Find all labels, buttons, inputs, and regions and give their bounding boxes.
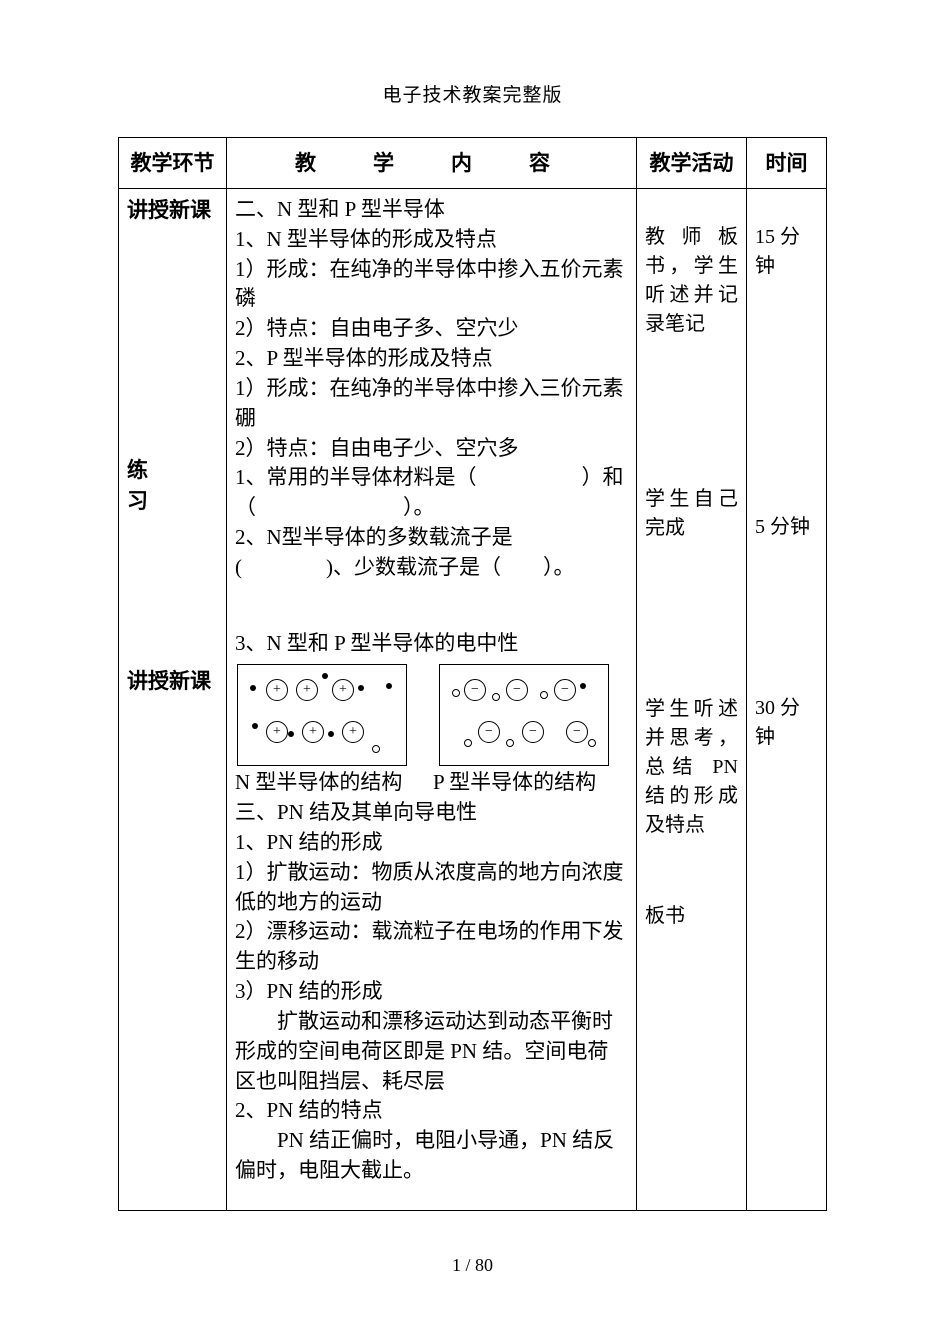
hole-dot [492, 693, 500, 701]
sec3-title: 三、PN 结及其单向导电性 [235, 798, 628, 828]
sec1-2: 2、P 型半导体的形成及特点 [235, 344, 628, 374]
sec3-3: 3、N 型和 P 型半导体的电中性 [235, 629, 628, 659]
ion-circle: − [554, 679, 576, 701]
sec1-1b: 2）特点：自由电子多、空穴少 [235, 314, 628, 344]
caption-n-type: N 型半导体的结构 [235, 768, 415, 798]
stage-label-lecture-2: 讲授新课 [127, 666, 218, 696]
diagram-captions: N 型半导体的结构 P 型半导体的结构 [235, 768, 628, 798]
semiconductor-diagrams: ++++++ −−−−−− [237, 664, 628, 766]
content-cell: 二、N 型和 P 型半导体 1、N 型半导体的形成及特点 1）形成：在纯净的半导… [227, 189, 637, 1211]
sec3-2-p: PN 结正偏时，电阻小导通，PN 结反偏时，电阻大截止。 [235, 1126, 628, 1186]
table-header-row: 教学环节 教 学 内 容 教学活动 时间 [119, 138, 827, 189]
n-type-diagram: + + + + + + [237, 664, 407, 766]
hole-dot [588, 739, 596, 747]
time-cell: 15 分钟 5 分钟 30 分钟 [747, 189, 827, 1211]
sec3-1: 1、PN 结的形成 [235, 828, 628, 858]
table-row: 讲授新课 练 习 讲授新课 二、N 型和 P 型半导体 1、N 型半导体的形成及… [119, 189, 827, 1211]
caption-p-type: P 型半导体的结构 [433, 768, 596, 798]
electron-dot [288, 731, 294, 737]
electron-dot [386, 683, 392, 689]
sec1-2b: 2）特点：自由电子少、空穴多 [235, 434, 628, 464]
ion-circle: + [302, 721, 324, 743]
activity-cell: 教师板书，学生听述并记录笔记 学生自己完成 学生听述并思考，总结 PN 结的形成… [637, 189, 747, 1211]
page: 电子技术教案完整版 教学环节 教 学 内 容 教学活动 时间 讲授新课 练 习 … [0, 0, 945, 1211]
ion-circle: − [566, 721, 588, 743]
hole-dot [540, 691, 548, 699]
header-activity: 教学活动 [637, 138, 747, 189]
sec3-1a: 1）扩散运动：物质从浓度高的地方向浓度低的地方的运动 [235, 858, 628, 918]
sec1-1a: 1）形成：在纯净的半导体中掺入五价元素磷 [235, 255, 628, 315]
lesson-plan-table: 教学环节 教 学 内 容 教学活动 时间 讲授新课 练 习 讲授新课 [118, 137, 827, 1211]
content-section-3: 3、N 型和 P 型半导体的电中性 ++++++ −−−−−− N 型半导体的结… [235, 629, 628, 1204]
header-content: 教 学 内 容 [227, 138, 637, 189]
activity-1: 教师板书，学生听述并记录笔记 [645, 223, 738, 339]
sec1-1: 1、N 型半导体的形成及特点 [235, 225, 628, 255]
ion-circle: + [266, 721, 288, 743]
stage-label-exercise: 练 习 [127, 455, 218, 516]
header-time: 时间 [747, 138, 827, 189]
content-section-1: 二、N 型和 P 型半导体 1、N 型半导体的形成及特点 1）形成：在纯净的半导… [235, 195, 628, 583]
ion-circle: − [478, 721, 500, 743]
hole-dot [452, 689, 460, 697]
hole-dot [464, 739, 472, 747]
ion-circle: + [342, 721, 364, 743]
time-3: 30 分钟 [755, 694, 818, 752]
electron-dot [580, 683, 586, 689]
header-stage: 教学环节 [119, 138, 227, 189]
hole-dot [506, 739, 514, 747]
electron-dot [328, 731, 334, 737]
ion-circle: − [464, 679, 486, 701]
stage-cell: 讲授新课 练 习 讲授新课 [119, 189, 227, 1211]
activity-2: 学生自己完成 [645, 485, 738, 543]
sec1-2a: 1）形成：在纯净的半导体中掺入三价元素硼 [235, 374, 628, 434]
stage-label-lecture-1: 讲授新课 [127, 195, 218, 225]
p-type-diagram: −−−−−− [439, 664, 609, 766]
ion-circle: − [506, 679, 528, 701]
ion-circle: − [522, 721, 544, 743]
electron-dot [252, 723, 258, 729]
page-footer: 1 / 80 [0, 1255, 945, 1276]
sec3-1b: 2）漂移运动：载流粒子在电场的作用下发生的移动 [235, 917, 628, 977]
ion-circle: + [296, 679, 318, 701]
sec3-1c-p: 扩散运动和漂移运动达到动态平衡时形成的空间电荷区即是 PN 结。空间电荷区也叫阻… [235, 1007, 628, 1096]
document-title: 电子技术教案完整版 [118, 80, 827, 107]
time-1: 15 分钟 [755, 223, 818, 281]
sec3-1c: 3）PN 结的形成 [235, 977, 628, 1007]
ion-circle: + [266, 679, 288, 701]
exercise-2: 2、N型半导体的多数载流子是( )、少数载流子是（ ）。 [235, 523, 628, 583]
sec3-2: 2、PN 结的特点 [235, 1096, 628, 1126]
time-2: 5 分钟 [755, 513, 818, 542]
activity-3b: 板书 [645, 902, 738, 931]
hole-dot [372, 745, 380, 753]
electron-dot [250, 685, 256, 691]
ion-circle: + [332, 679, 354, 701]
electron-dot [322, 673, 328, 679]
sec1-title: 二、N 型和 P 型半导体 [235, 195, 628, 225]
exercise-1: 1、常用的半导体材料是（ ）和（ ）。 [235, 463, 628, 523]
electron-dot [358, 685, 364, 691]
activity-3a: 学生听述并思考，总结 PN 结的形成及特点 [645, 695, 738, 840]
